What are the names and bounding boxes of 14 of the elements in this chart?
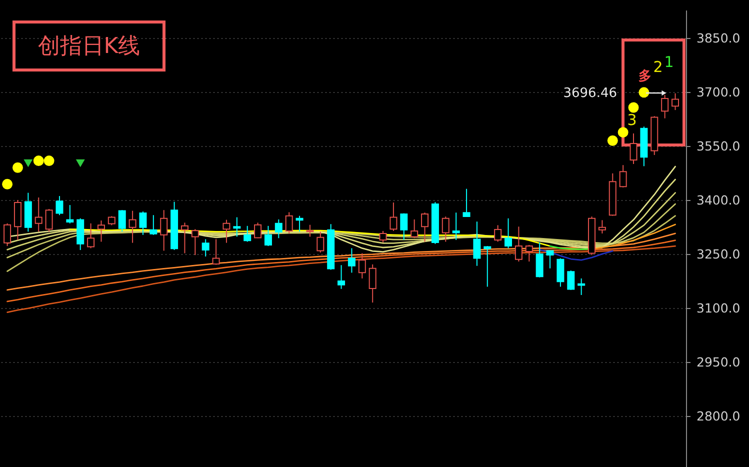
- y-tick-label: 3100.0: [696, 300, 740, 316]
- y-tick-label: 3550.0: [696, 138, 740, 154]
- y-tick-label: 3250.0: [696, 246, 740, 262]
- annotation: 1: [664, 53, 674, 71]
- annotation: 2: [653, 58, 663, 76]
- y-tick-label: 3700.0: [696, 84, 740, 100]
- y-tick-label: 2800.0: [696, 408, 740, 424]
- y-tick-label: 3400.0: [696, 192, 740, 208]
- annotation: 多: [638, 69, 652, 84]
- annotation: 3: [627, 111, 637, 129]
- annotation: 3696.46: [563, 86, 617, 101]
- y-tick-label: 2950.0: [696, 354, 740, 370]
- y-tick-label: 3850.0: [696, 30, 740, 46]
- text: 创指日K线: [38, 34, 140, 59]
